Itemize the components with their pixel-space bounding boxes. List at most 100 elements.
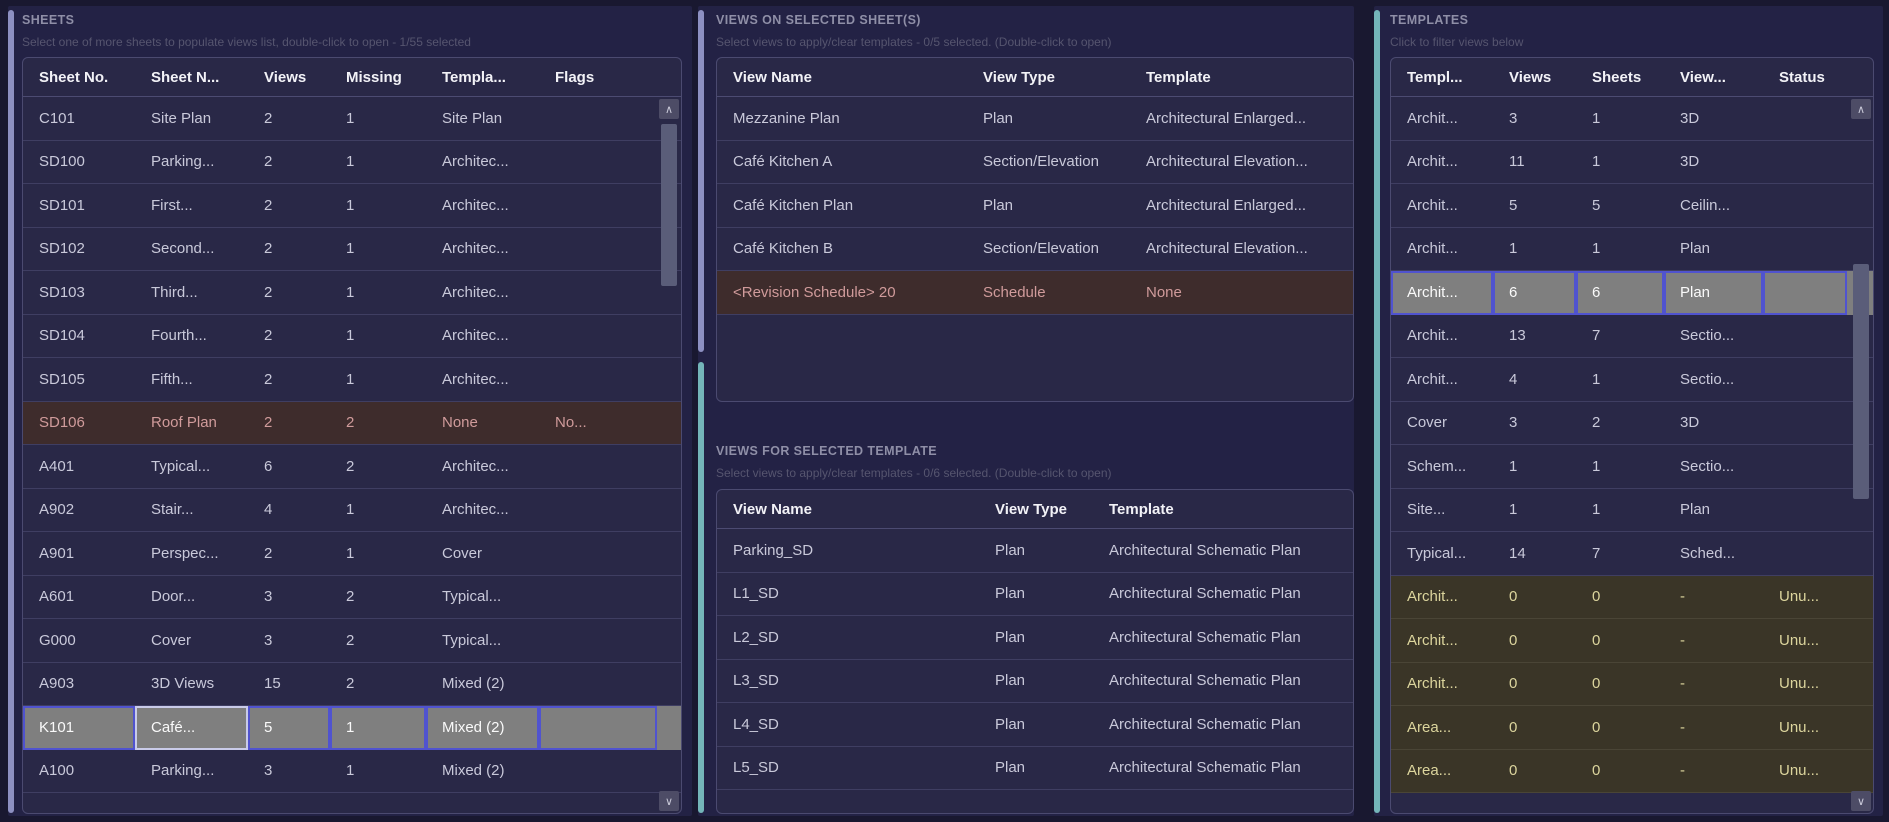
table-cell[interactable]: Schedule bbox=[983, 283, 1046, 301]
table-cell[interactable]: 3 bbox=[264, 631, 273, 649]
table-cell[interactable]: 1 bbox=[1592, 240, 1601, 258]
table-cell[interactable]: Plan bbox=[995, 585, 1026, 603]
table-row[interactable]: K101 Café... 5 1 Mixed (2) bbox=[23, 706, 681, 750]
column-header[interactable]: Sheet No. bbox=[39, 68, 109, 86]
column-header[interactable]: View Type bbox=[995, 500, 1067, 518]
table-cell[interactable]: Archit... bbox=[1407, 327, 1458, 345]
table-cell[interactable]: 0 bbox=[1509, 718, 1518, 736]
table-cell[interactable]: A100 bbox=[39, 762, 75, 780]
table-cell[interactable]: 2 bbox=[346, 631, 355, 649]
table-row[interactable]: SD100 Parking... 2 1 Architec... bbox=[23, 141, 681, 184]
table-cell[interactable]: Architectural Enlarged... bbox=[1146, 196, 1307, 214]
table-cell[interactable]: 0 bbox=[1592, 631, 1601, 649]
table-cell[interactable]: Stair... bbox=[151, 501, 194, 519]
table-cell[interactable]: 5 bbox=[248, 706, 330, 750]
templates-scrollbar[interactable]: ∧ ∨ bbox=[1850, 98, 1872, 812]
table-cell[interactable]: A601 bbox=[39, 588, 75, 606]
table-row[interactable]: SD102 Second... 2 1 Architec... bbox=[23, 228, 681, 271]
table-row[interactable]: A902 Stair... 4 1 Architec... bbox=[23, 489, 681, 532]
table-cell[interactable]: Typical... bbox=[442, 631, 502, 649]
table-cell[interactable]: Archit... bbox=[1407, 240, 1458, 258]
table-cell[interactable]: Architec... bbox=[442, 327, 509, 345]
table-row[interactable]: L3_SD Plan Architectural Schematic Plan bbox=[717, 660, 1353, 703]
table-cell[interactable]: 2 bbox=[264, 370, 273, 388]
table-cell[interactable]: 15 bbox=[264, 675, 281, 693]
table-cell[interactable]: Door... bbox=[151, 588, 196, 606]
table-cell[interactable]: Café... bbox=[135, 706, 248, 750]
table-cell[interactable]: Archit... bbox=[1391, 271, 1493, 315]
table-row[interactable]: A100 Parking... 3 1 Mixed (2) bbox=[23, 750, 681, 793]
table-cell[interactable]: Unu... bbox=[1779, 718, 1820, 736]
table-cell[interactable] bbox=[539, 489, 657, 532]
table-cell[interactable]: 7 bbox=[1592, 327, 1601, 345]
table-cell[interactable]: 1 bbox=[346, 240, 355, 258]
table-cell[interactable] bbox=[1763, 489, 1847, 532]
table-cell[interactable]: K101 bbox=[23, 706, 135, 750]
table-cell[interactable]: Parking_SD bbox=[733, 541, 814, 559]
table-cell[interactable] bbox=[1763, 271, 1847, 315]
table-cell[interactable]: 1 bbox=[346, 109, 355, 127]
scrollbar-thumb[interactable] bbox=[661, 124, 677, 286]
table-row[interactable]: <Revision Schedule> 20 Schedule None bbox=[717, 271, 1353, 315]
table-cell[interactable]: 2 bbox=[264, 196, 273, 214]
table-cell[interactable]: 1 bbox=[346, 327, 355, 345]
table-cell[interactable]: 7 bbox=[1592, 544, 1601, 562]
table-cell[interactable] bbox=[539, 663, 657, 706]
scrollbar-thumb[interactable] bbox=[1853, 264, 1869, 499]
table-cell[interactable] bbox=[539, 750, 657, 793]
table-cell[interactable]: Café Kitchen B bbox=[733, 240, 834, 258]
table-cell[interactable]: Fifth... bbox=[151, 370, 193, 388]
table-cell[interactable]: Third... bbox=[151, 283, 198, 301]
table-row[interactable]: SD104 Fourth... 2 1 Architec... bbox=[23, 315, 681, 358]
table-cell[interactable]: Archit... bbox=[1407, 631, 1458, 649]
table-cell[interactable]: 2 bbox=[1592, 414, 1601, 432]
table-cell[interactable]: 2 bbox=[264, 544, 273, 562]
table-cell[interactable] bbox=[1763, 402, 1847, 445]
table-row[interactable]: A903 3D Views 15 2 Mixed (2) bbox=[23, 663, 681, 706]
column-header[interactable]: Sheet N... bbox=[151, 68, 220, 86]
table-cell[interactable]: Architec... bbox=[442, 196, 509, 214]
table-row[interactable]: L1_SD Plan Architectural Schematic Plan bbox=[717, 573, 1353, 616]
table-cell[interactable]: Parking... bbox=[151, 762, 215, 780]
table-cell[interactable]: Archit... bbox=[1407, 153, 1458, 171]
column-header[interactable]: Templ... bbox=[1407, 68, 1463, 86]
table-cell[interactable]: 1 bbox=[346, 370, 355, 388]
table-cell[interactable] bbox=[539, 228, 657, 271]
table-cell[interactable]: Plan bbox=[995, 759, 1026, 777]
table-cell[interactable]: 3 bbox=[1509, 109, 1518, 127]
table-cell[interactable]: Plan bbox=[983, 109, 1014, 127]
table-cell[interactable]: A401 bbox=[39, 457, 75, 475]
table-cell[interactable]: - bbox=[1680, 631, 1685, 649]
table-cell[interactable]: L3_SD bbox=[733, 672, 779, 690]
table-cell[interactable] bbox=[1763, 97, 1847, 140]
table-cell[interactable]: 3D bbox=[1680, 153, 1700, 171]
table-cell[interactable]: Sectio... bbox=[1680, 457, 1735, 475]
table-cell[interactable]: SD100 bbox=[39, 153, 85, 171]
table-cell[interactable]: Sectio... bbox=[1680, 327, 1735, 345]
table-cell[interactable]: 1 bbox=[1592, 457, 1601, 475]
column-header[interactable]: View Name bbox=[733, 500, 812, 518]
table-cell[interactable]: Architectural Elevation... bbox=[1146, 153, 1308, 171]
table-cell[interactable]: Architec... bbox=[442, 153, 509, 171]
table-cell[interactable] bbox=[539, 97, 657, 140]
table-cell[interactable]: Plan bbox=[983, 196, 1014, 214]
table-cell[interactable]: Architectural Schematic Plan bbox=[1109, 672, 1301, 690]
table-cell[interactable]: 1 bbox=[346, 196, 355, 214]
table-cell[interactable]: <Revision Schedule> 20 bbox=[733, 283, 896, 301]
table-cell[interactable]: Site Plan bbox=[442, 109, 503, 127]
table-cell[interactable] bbox=[539, 271, 657, 314]
table-row[interactable]: Archit... 0 0 - Unu... bbox=[1391, 575, 1873, 619]
table-cell[interactable]: Plan bbox=[995, 541, 1026, 559]
column-header[interactable]: Views bbox=[264, 68, 307, 86]
table-cell[interactable]: Unu... bbox=[1779, 675, 1820, 693]
table-cell[interactable]: 1 bbox=[346, 283, 355, 301]
table-cell[interactable]: Mixed (2) bbox=[442, 762, 505, 780]
table-cell[interactable]: Archit... bbox=[1407, 196, 1458, 214]
table-cell[interactable]: 6 bbox=[1576, 271, 1664, 315]
table-cell[interactable]: Site Plan bbox=[151, 109, 212, 127]
table-cell[interactable] bbox=[1763, 532, 1847, 575]
table-cell[interactable] bbox=[1763, 141, 1847, 184]
scroll-down-icon[interactable]: ∨ bbox=[659, 791, 679, 811]
table-cell[interactable]: Fourth... bbox=[151, 327, 207, 345]
table-row[interactable]: Typical... 14 7 Sched... bbox=[1391, 532, 1873, 576]
